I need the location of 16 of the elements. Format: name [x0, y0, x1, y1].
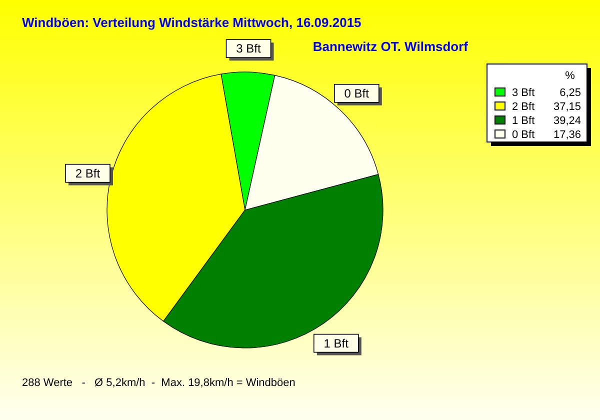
- slice-label: 3 Bft: [236, 42, 262, 56]
- data-label: 17,36: [553, 129, 581, 141]
- data-label: 6,25: [560, 87, 581, 99]
- data-label: 39,24: [553, 115, 581, 127]
- legend-label: 2 Bft: [512, 101, 535, 113]
- data-label: 37,15: [553, 101, 581, 113]
- chart-subtitle: Bannewitz OT. Wilmsdorf: [312, 39, 469, 54]
- legend-label: 1 Bft: [512, 115, 535, 127]
- legend-label: 3 Bft: [512, 87, 535, 99]
- legend-title: %: [565, 70, 576, 82]
- slice-label: 0 Bft: [344, 86, 370, 100]
- legend-label: 0 Bft: [512, 129, 535, 141]
- text: 288 Werte - Ø 5,2km/h - Max. 19,8km/h = Windböen: [22, 377, 296, 389]
- slice-label: 2 Bft: [75, 166, 101, 180]
- slice-label: 1 Bft: [324, 336, 350, 350]
- chart-title: Windböen: Verteilung Windstärke Mittwoch, 16.09.2015: [22, 15, 362, 30]
